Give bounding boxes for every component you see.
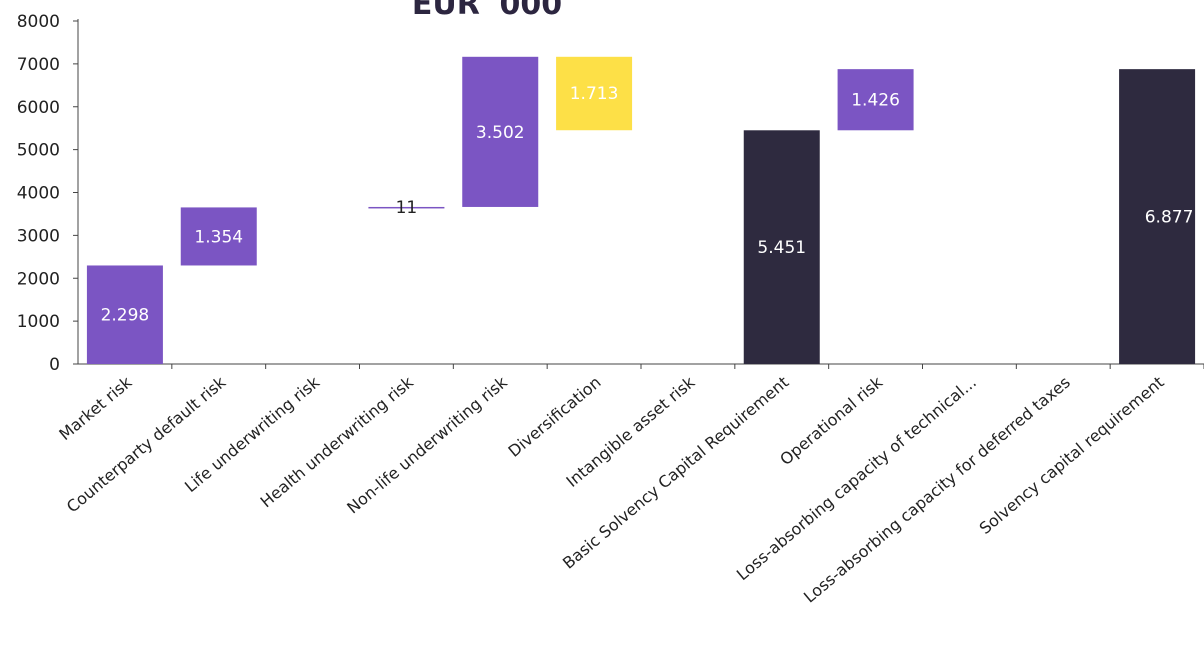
data-label: 6.877: [1145, 208, 1194, 228]
bar-increase: [180, 207, 257, 266]
data-label: 1.713: [570, 84, 619, 104]
bar-decrease: [556, 56, 633, 131]
y-tick-label: 3000: [17, 226, 60, 246]
y-axis: 0 1000 2000 3000 4000 5000 6000 7000 8000: [17, 12, 79, 375]
y-tick-label: 7000: [17, 55, 60, 75]
bar-increase: [462, 56, 539, 207]
bar-increase: [837, 69, 914, 131]
data-label: 3.502: [476, 123, 525, 143]
data-label: 11: [396, 198, 418, 218]
y-tick-label: 1000: [17, 312, 60, 332]
y-tick-label: 6000: [17, 98, 60, 118]
bar-total: [743, 130, 820, 364]
data-label: 5.451: [757, 238, 806, 258]
x-tick-label: Non-life underwriting risk: [343, 372, 511, 517]
data-label: 2.298: [101, 306, 150, 326]
data-label: 1.354: [194, 227, 243, 247]
bar-total: [1119, 69, 1196, 365]
x-tick-label: Counterparty default risk: [63, 372, 230, 516]
data-labels: 2.298 1.354 11 3.502 1.713 5.451 1.426 6.877: [101, 84, 1194, 326]
bars: [86, 56, 1196, 365]
y-tick-label: 0: [49, 355, 60, 375]
x-tick-label: Diversification: [505, 373, 605, 461]
chart-title: EUR '000: [412, 0, 562, 22]
x-tick-label: Market risk: [55, 372, 136, 444]
bar-increase: [86, 265, 163, 364]
data-label: 1.426: [851, 91, 900, 111]
y-tick-label: 8000: [17, 12, 60, 32]
y-tick-label: 4000: [17, 184, 60, 204]
y-tick-label: 5000: [17, 141, 60, 161]
y-tick-label: 2000: [17, 269, 60, 289]
bar-increase: [368, 206, 445, 209]
x-tick-label: Health underwriting risk: [257, 372, 418, 511]
x-tick-label: Solvency capital requirement: [976, 373, 1168, 538]
